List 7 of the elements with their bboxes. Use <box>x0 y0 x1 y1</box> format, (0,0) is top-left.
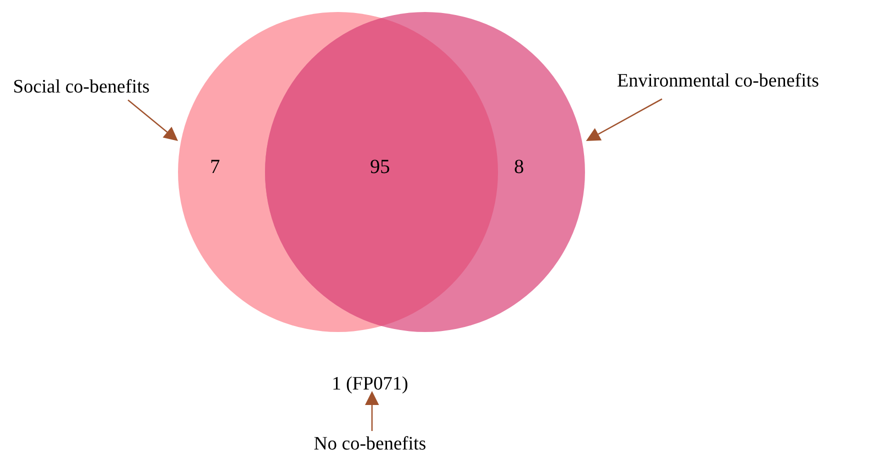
text: No co-benefits <box>314 434 426 454</box>
text: Social co-benefits <box>13 76 150 98</box>
text: 1 (FP071) <box>332 374 408 395</box>
data-label: 8 <box>514 156 524 178</box>
text: Environmental co-benefits <box>617 70 820 92</box>
data-label: 7 <box>210 156 220 178</box>
data-label: 95 <box>370 156 390 178</box>
